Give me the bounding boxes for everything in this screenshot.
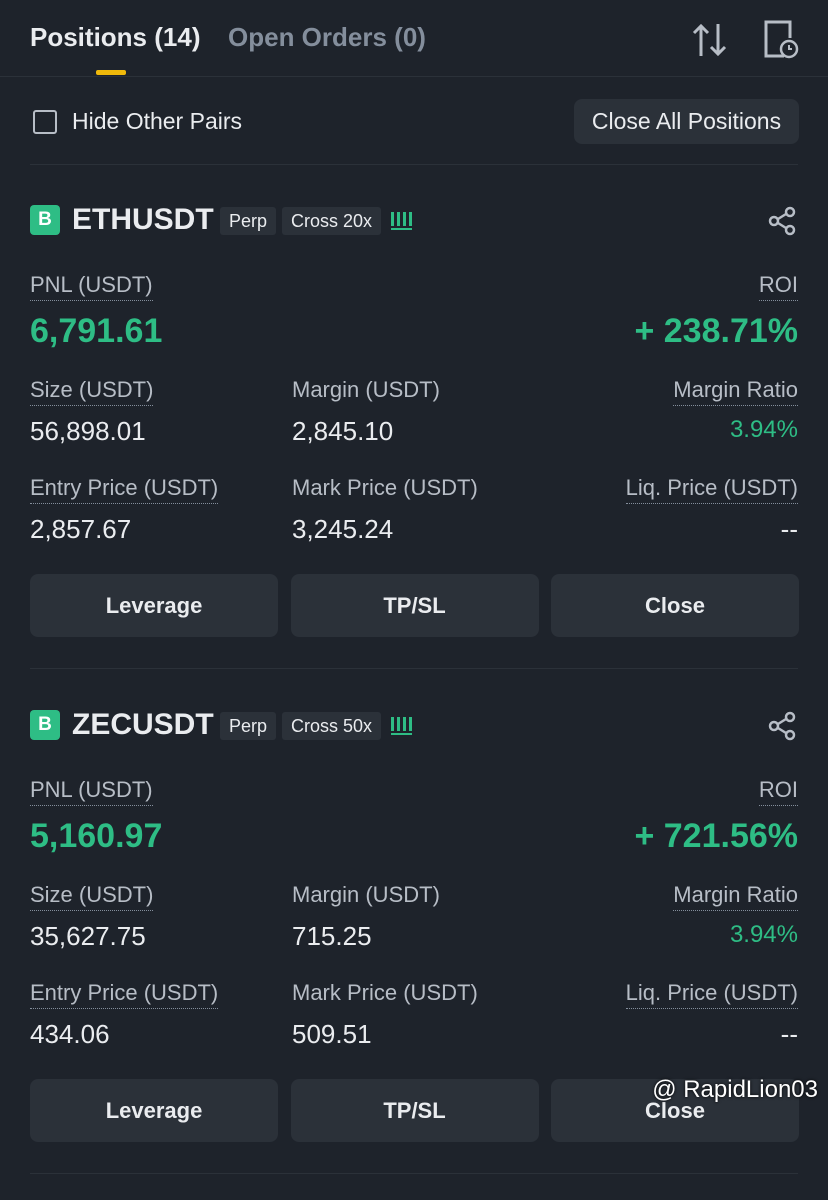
field-value: -- <box>780 514 798 544</box>
pnl-value: 6,791.61 <box>30 312 163 350</box>
field-label: Liq. Price (USDT) <box>625 475 798 504</box>
field-value: 56,898.01 <box>30 416 146 446</box>
action-button[interactable]: TP/SL <box>290 1079 539 1142</box>
field-label: Mark Price (USDT) <box>292 475 478 500</box>
field-value: 434.06 <box>30 1019 110 1049</box>
positions-tab[interactable]: Positions (14) <box>30 22 201 52</box>
tab-indicator <box>96 70 126 75</box>
field-label: Margin (USDT) <box>292 882 440 907</box>
field-value: 2,857.67 <box>30 514 132 544</box>
position-card: B ZECUSDT Perp Cross 50x PNL (USDT) 5,160.97 R… <box>0 695 828 1200</box>
roi-value: + 238.71% <box>634 312 798 350</box>
signal-icon <box>391 715 413 735</box>
orders-tab[interactable]: Open Orders (0) <box>228 22 426 52</box>
type-tag: Perp <box>220 207 277 235</box>
filter-label[interactable]: Hide Other Pairs <box>72 108 243 134</box>
tab-divider <box>0 76 828 77</box>
field-label: Entry Price (USDT) <box>30 980 219 1009</box>
type-tag: Perp <box>220 712 277 740</box>
field-label: Entry Price (USDT) <box>30 475 219 504</box>
pnl-label: PNL (USDT) <box>30 272 153 301</box>
divider <box>30 164 798 165</box>
field-value: 3.94% <box>729 921 798 948</box>
field-value: 715.25 <box>292 921 372 951</box>
history-icon[interactable] <box>760 18 800 60</box>
mode-tag: Cross 20x <box>282 207 382 235</box>
mode-tag: Cross 50x <box>282 712 382 740</box>
action-button[interactable]: TP/SL <box>290 574 539 637</box>
field-label: Size (USDT) <box>30 882 154 911</box>
field-value: 3,245.24 <box>292 514 394 544</box>
divider <box>30 668 798 669</box>
roi-label: ROI <box>758 272 798 301</box>
side-badge: B <box>30 205 60 235</box>
symbol: ETHUSDT <box>72 203 214 236</box>
screen: Positions (14) Open Orders (0) Hide Othe… <box>0 18 828 1174</box>
close-all-button[interactable]: Close All Positions <box>574 99 799 144</box>
pnl-value: 5,160.97 <box>30 817 163 855</box>
field-label: Mark Price (USDT) <box>292 980 478 1005</box>
sort-icon[interactable] <box>690 20 730 60</box>
action-button[interactable]: Close <box>551 574 799 637</box>
roi-value: + 721.56% <box>634 817 798 855</box>
field-label: Liq. Price (USDT) <box>625 980 798 1009</box>
symbol: ZECUSDT <box>72 708 214 741</box>
share-icon[interactable] <box>768 711 798 741</box>
field-label: Margin Ratio <box>673 882 798 911</box>
share-icon[interactable] <box>768 206 798 236</box>
field-label: Margin (USDT) <box>292 377 440 402</box>
action-button[interactable]: Leverage <box>30 574 278 637</box>
field-label: Margin Ratio <box>673 377 798 406</box>
side-badge: B <box>30 710 60 740</box>
action-button[interactable]: Leverage <box>30 1079 278 1142</box>
signal-icon <box>391 210 413 230</box>
field-value: -- <box>780 1019 798 1049</box>
checkbox[interactable] <box>33 110 57 134</box>
divider <box>30 1173 798 1174</box>
field-value: 3.94% <box>729 416 798 443</box>
watermark: @ RapidLion03 <box>652 1076 818 1103</box>
field-value: 35,627.75 <box>30 921 146 951</box>
roi-label: ROI <box>758 777 798 806</box>
field-value: 2,845.10 <box>292 416 394 446</box>
field-value: 509.51 <box>292 1019 372 1049</box>
field-label: Size (USDT) <box>30 377 154 406</box>
pnl-label: PNL (USDT) <box>30 777 153 806</box>
position-card: B ETHUSDT Perp Cross 20x PNL (USDT) 6,791.61 R… <box>0 190 828 695</box>
